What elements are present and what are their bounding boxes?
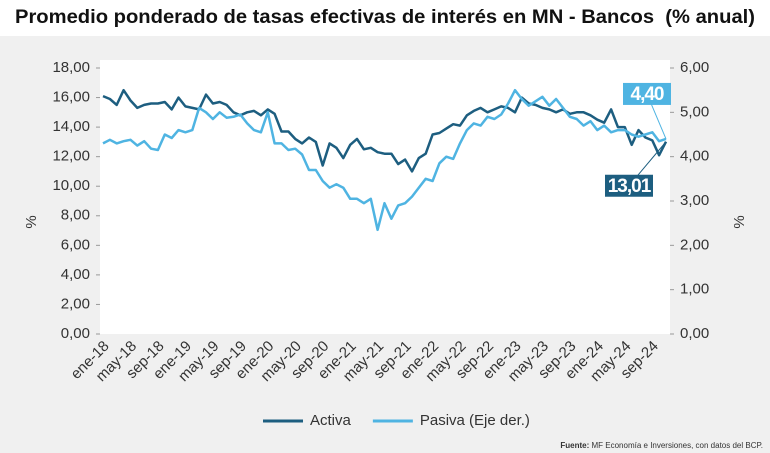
y2-axis-label: % (731, 215, 748, 228)
plot-area (100, 60, 670, 334)
chart-title: Promedio ponderado de tasas efectivas de… (15, 7, 755, 28)
y-tick-label: 0,00 (61, 325, 90, 342)
source: Fuente: MF Economía e Inversiones, con d… (560, 441, 763, 450)
y-tick-label: 12,00 (52, 148, 90, 165)
y2-tick-label: 6,00 (680, 59, 709, 76)
y2-tick-label: 1,00 (680, 281, 709, 298)
series-line (102, 88, 667, 232)
y-tick-label: 18,00 (52, 59, 90, 76)
y-tick-label: 14,00 (52, 118, 90, 135)
y-tick-label: 8,00 (61, 207, 90, 224)
y2-tick-label: 3,00 (680, 192, 709, 209)
value-label-box (605, 174, 653, 197)
legend-label: Pasiva (Eje der.) (420, 412, 530, 429)
y-axis-label: % (23, 215, 40, 228)
y2-tick-label: 5,00 (680, 103, 709, 120)
value-label: 4,40 (631, 84, 664, 105)
y2-tick-label: 2,00 (680, 236, 709, 253)
y-tick-label: 4,00 (61, 266, 90, 283)
y2-tick-label: 4,00 (680, 148, 709, 165)
y-tick-label: 6,00 (61, 236, 90, 253)
value-label-box (623, 82, 671, 105)
legend-label: Activa (310, 412, 352, 429)
y-tick-label: 16,00 (52, 89, 90, 106)
y-tick-label: 2,00 (61, 295, 90, 312)
y2-tick-label: 0,00 (680, 325, 709, 342)
series-line (102, 88, 668, 173)
y-tick-label: 10,00 (52, 177, 90, 194)
source-text: MF Economía e Inversiones, con datos del… (592, 441, 764, 450)
value-label: 13,01 (608, 176, 652, 197)
source-label: Fuente: (560, 441, 589, 450)
